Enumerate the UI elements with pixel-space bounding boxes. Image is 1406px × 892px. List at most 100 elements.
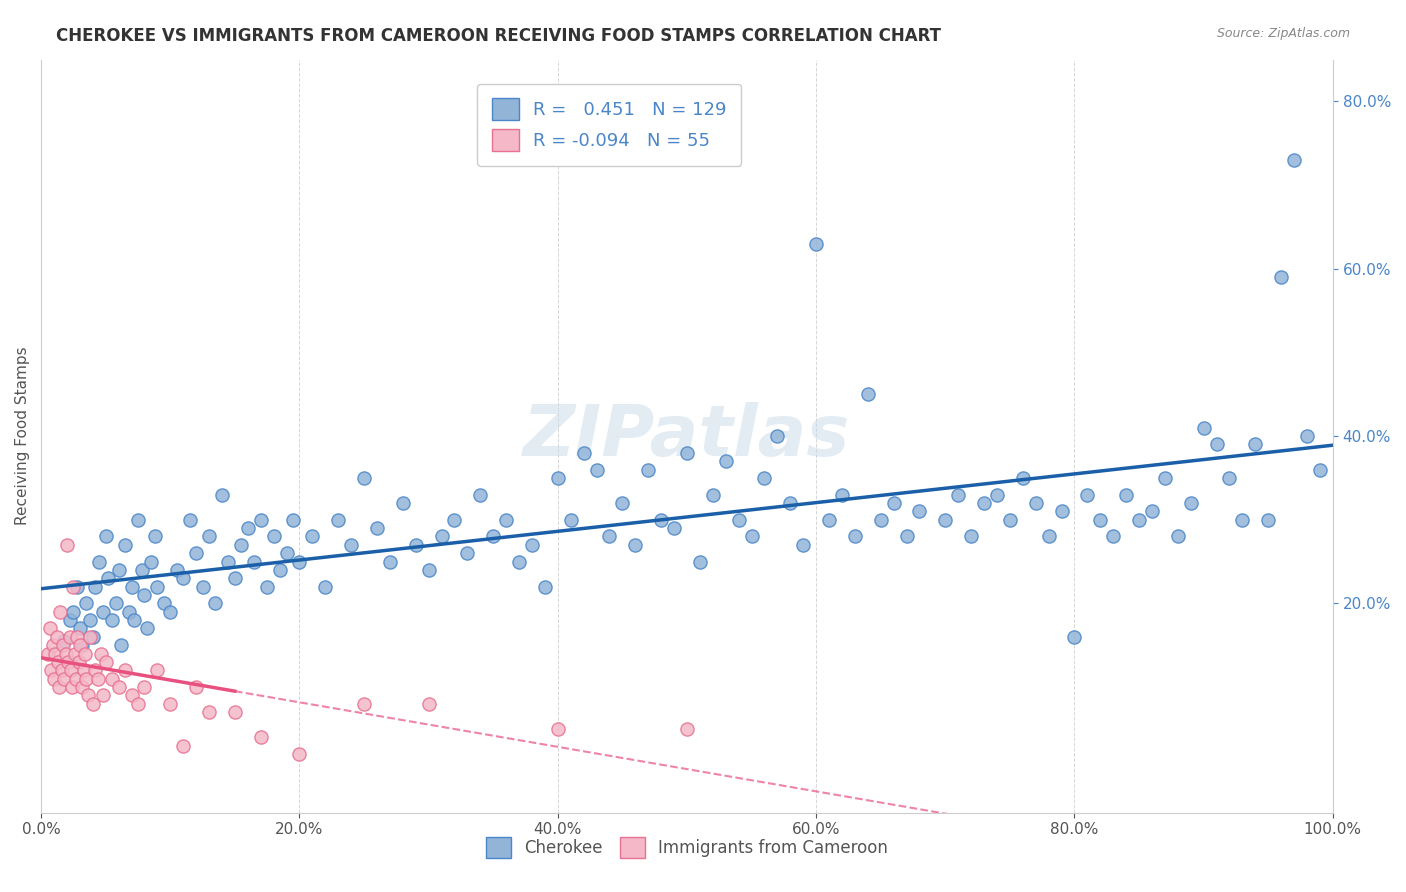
Point: [281, 513, 304, 527]
Point: [482, 529, 505, 543]
Point: [256, 580, 278, 594]
Point: [585, 462, 607, 476]
Point: [41, 663, 63, 677]
Point: [249, 513, 271, 527]
Point: [184, 680, 207, 694]
Point: [91, 605, 114, 619]
Point: [1244, 437, 1267, 451]
Point: [94, 529, 117, 543]
Point: [418, 697, 440, 711]
Point: [42, 638, 65, 652]
Point: [1102, 529, 1125, 543]
Point: [328, 513, 350, 527]
Point: [59, 663, 82, 677]
Point: [87, 672, 110, 686]
Point: [58, 655, 80, 669]
Point: [79, 630, 101, 644]
Point: [91, 689, 114, 703]
Point: [948, 488, 970, 502]
Point: [179, 513, 201, 527]
Point: [198, 529, 221, 543]
Point: [101, 672, 124, 686]
Point: [79, 613, 101, 627]
Point: [612, 496, 634, 510]
Point: [470, 488, 492, 502]
Point: [676, 722, 699, 736]
Point: [1218, 471, 1240, 485]
Point: [1167, 529, 1189, 543]
Point: [1090, 513, 1112, 527]
Point: [224, 571, 246, 585]
Point: [49, 605, 72, 619]
Point: [508, 555, 530, 569]
Point: [495, 513, 517, 527]
Text: ZIPatlas: ZIPatlas: [523, 401, 851, 471]
Point: [547, 722, 569, 736]
Y-axis label: Receiving Food Stamps: Receiving Food Stamps: [15, 347, 30, 525]
Point: [114, 663, 136, 677]
Point: [844, 529, 866, 543]
Point: [1038, 529, 1060, 543]
Point: [263, 529, 285, 543]
Point: [754, 471, 776, 485]
Point: [960, 529, 983, 543]
Point: [121, 689, 143, 703]
Point: [97, 571, 120, 585]
Point: [534, 580, 557, 594]
Point: [430, 529, 453, 543]
Point: [1270, 270, 1292, 285]
Point: [727, 513, 749, 527]
Point: [301, 529, 323, 543]
Point: [72, 680, 94, 694]
Point: [82, 630, 104, 644]
Point: [792, 538, 814, 552]
Point: [560, 513, 582, 527]
Point: [73, 663, 96, 677]
Point: [831, 488, 853, 502]
Point: [42, 672, 65, 686]
Point: [122, 613, 145, 627]
Text: Source: ZipAtlas.com: Source: ZipAtlas.com: [1216, 27, 1350, 40]
Point: [159, 697, 181, 711]
Point: [883, 496, 905, 510]
Point: [547, 471, 569, 485]
Point: [211, 488, 233, 502]
Point: [1025, 496, 1047, 510]
Point: [1076, 488, 1098, 502]
Point: [908, 504, 931, 518]
Point: [139, 555, 162, 569]
Point: [1153, 471, 1175, 485]
Point: [217, 555, 239, 569]
Point: [1128, 513, 1150, 527]
Point: [676, 446, 699, 460]
Point: [973, 496, 995, 510]
Point: [69, 638, 91, 652]
Point: [84, 663, 107, 677]
Point: [105, 596, 128, 610]
Point: [46, 655, 69, 669]
Point: [75, 672, 97, 686]
Point: [856, 387, 879, 401]
Point: [73, 647, 96, 661]
Point: [56, 538, 79, 552]
Point: [520, 538, 543, 552]
Point: [166, 563, 188, 577]
Point: [127, 697, 149, 711]
Point: [405, 538, 427, 552]
Point: [896, 529, 918, 543]
Point: [89, 647, 111, 661]
Point: [172, 739, 194, 753]
Point: [224, 705, 246, 719]
Point: [134, 680, 156, 694]
Point: [198, 705, 221, 719]
Point: [378, 555, 401, 569]
Point: [53, 672, 76, 686]
Point: [662, 521, 685, 535]
Point: [143, 529, 166, 543]
Point: [986, 488, 1008, 502]
Point: [1309, 462, 1331, 476]
Point: [84, 580, 107, 594]
Point: [60, 680, 83, 694]
Point: [39, 622, 62, 636]
Point: [1232, 513, 1254, 527]
